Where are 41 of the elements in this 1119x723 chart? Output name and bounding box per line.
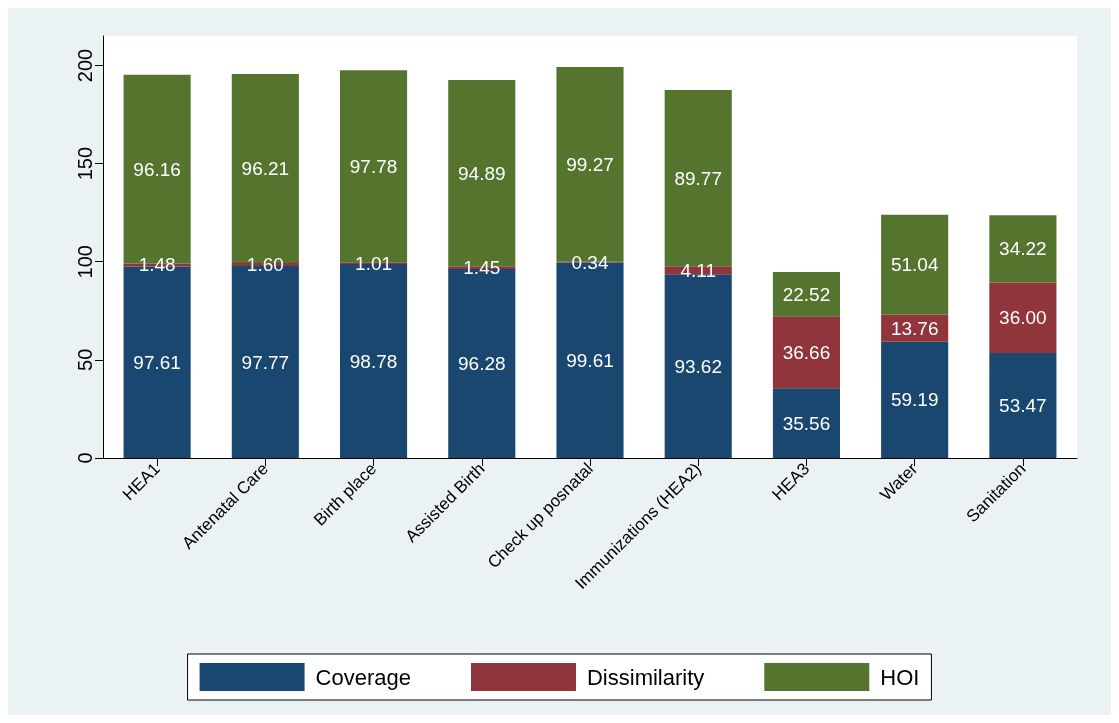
y-tick-label: 50 bbox=[74, 348, 96, 371]
y-tick-label: 100 bbox=[74, 245, 96, 279]
bar bbox=[772, 316, 840, 389]
data-label: 1.01 bbox=[355, 252, 393, 274]
data-label: 96.21 bbox=[241, 158, 290, 180]
data-label: 98.78 bbox=[349, 350, 398, 372]
data-label: 1.48 bbox=[138, 254, 176, 276]
data-label: 96.16 bbox=[133, 158, 181, 180]
data-label: 53.47 bbox=[999, 395, 1047, 417]
data-label: 13.76 bbox=[890, 317, 939, 339]
data-label: 1.45 bbox=[463, 257, 501, 279]
y-tick-label: 200 bbox=[74, 48, 96, 83]
data-label: 36.66 bbox=[782, 341, 831, 363]
bar bbox=[772, 388, 840, 458]
bar bbox=[881, 214, 949, 315]
data-label: 51.04 bbox=[890, 254, 939, 276]
legend-label: Dissimilarity bbox=[586, 664, 705, 690]
data-label: 94.89 bbox=[458, 162, 506, 184]
data-label: 36.00 bbox=[999, 307, 1047, 329]
data-label: 99.61 bbox=[566, 349, 614, 371]
data-label: 34.22 bbox=[999, 238, 1047, 260]
data-label: 59.19 bbox=[890, 389, 939, 411]
data-label: 96.28 bbox=[458, 353, 506, 375]
legend-label: HOI bbox=[880, 664, 920, 690]
y-tick-label: 150 bbox=[74, 146, 96, 181]
data-label: 93.62 bbox=[674, 355, 722, 377]
y-tick-label: 0 bbox=[74, 452, 96, 464]
data-label: 22.52 bbox=[782, 283, 831, 305]
bar bbox=[989, 353, 1057, 458]
data-label: 97.78 bbox=[349, 155, 398, 177]
data-label: 1.60 bbox=[246, 254, 284, 276]
bar bbox=[989, 215, 1057, 283]
bar bbox=[881, 341, 949, 458]
data-label: 89.77 bbox=[674, 167, 722, 189]
data-label: 97.61 bbox=[133, 351, 181, 373]
data-label: 97.77 bbox=[241, 351, 290, 373]
data-label: 35.56 bbox=[782, 412, 831, 434]
bar bbox=[989, 282, 1057, 354]
data-label: 99.27 bbox=[566, 153, 614, 175]
data-label: 0.34 bbox=[571, 251, 609, 273]
legend-label: Coverage bbox=[315, 664, 411, 690]
